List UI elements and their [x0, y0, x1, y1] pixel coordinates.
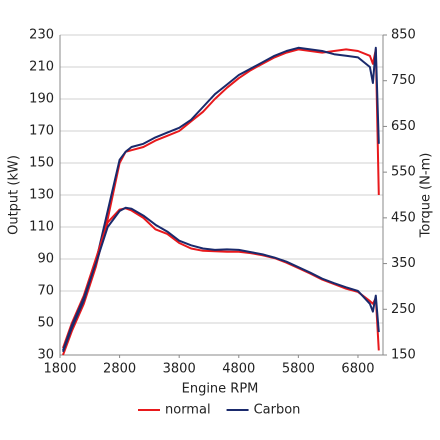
y2-tick-label: 750 — [391, 73, 416, 88]
y-tick-label: 70 — [37, 284, 54, 299]
y2-tick-label: 850 — [391, 28, 416, 43]
legend-label: normal — [165, 403, 211, 418]
x-tick-label: 3800 — [163, 362, 196, 377]
x-tick-label: 1800 — [43, 362, 76, 377]
y2-tick-label: 150 — [391, 348, 416, 363]
series-line — [62, 207, 380, 351]
y-tick-label: 190 — [29, 92, 54, 107]
y-tick-label: 90 — [37, 252, 54, 267]
y-tick-label: 30 — [37, 348, 54, 363]
y2-tick-label: 450 — [391, 210, 416, 225]
y2-axis-label: Torque (N-m) — [419, 153, 434, 239]
y-tick-label: 150 — [29, 156, 54, 171]
x-tick-label: 5800 — [282, 362, 315, 377]
x-axis-label: Engine RPM — [182, 382, 259, 397]
x-tick-label: 4800 — [222, 362, 255, 377]
series-line — [62, 46, 380, 353]
y-tick-label: 210 — [29, 60, 54, 75]
y-tick-label: 130 — [29, 188, 54, 203]
x-tick-label: 6800 — [341, 362, 374, 377]
legend-label: Carbon — [254, 403, 301, 418]
y2-tick-label: 250 — [391, 302, 416, 317]
x-tick-label: 2800 — [103, 362, 136, 377]
series-line — [62, 206, 380, 351]
y-tick-label: 110 — [29, 220, 54, 235]
y-tick-label: 170 — [29, 124, 54, 139]
y2-tick-label: 550 — [391, 165, 416, 180]
y-axis-label: Output (kW) — [7, 155, 22, 235]
y-tick-label: 50 — [37, 316, 54, 331]
y2-tick-label: 350 — [391, 256, 416, 271]
y-tick-label: 230 — [29, 28, 54, 43]
y2-tick-label: 650 — [391, 119, 416, 134]
